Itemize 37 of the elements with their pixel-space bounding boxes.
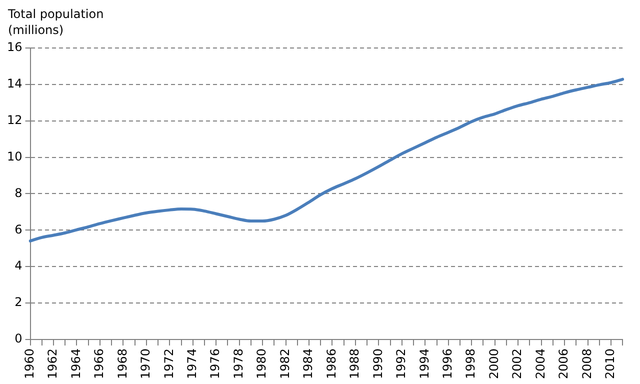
x-tick-label: 1992 bbox=[394, 348, 408, 380]
x-tick-label: 1998 bbox=[464, 348, 478, 380]
y-tick-label: 6 bbox=[14, 222, 22, 236]
x-tick-label: 1972 bbox=[162, 348, 176, 380]
x-tick-label: 1960 bbox=[22, 348, 36, 380]
x-tick-label: 2010 bbox=[603, 348, 618, 380]
x-tick-label: 1986 bbox=[324, 348, 338, 380]
y-tick-label: 16 bbox=[6, 40, 22, 54]
x-tick-label: 2006 bbox=[556, 348, 571, 380]
x-tick-label: 1976 bbox=[208, 348, 222, 380]
x-tick-label: 2008 bbox=[580, 348, 594, 380]
y-tick-label: 10 bbox=[6, 149, 22, 164]
x-tick-label: 2004 bbox=[533, 348, 548, 380]
line-series bbox=[28, 78, 624, 242]
x-tick-label: 1988 bbox=[348, 348, 362, 380]
x-tick-label: 1994 bbox=[417, 348, 432, 380]
y-axis-title: Total population (millions) bbox=[8, 6, 105, 38]
y-tick-label: 8 bbox=[14, 186, 22, 200]
x-tick-label: 1990 bbox=[370, 348, 385, 380]
x-tick-label: 1982 bbox=[278, 348, 292, 380]
x-tick-label: 1962 bbox=[46, 348, 60, 380]
x-tick-label: 1980 bbox=[254, 348, 269, 380]
y-tick-label: 14 bbox=[6, 76, 22, 91]
y-tick-label: 12 bbox=[6, 112, 22, 127]
x-tick-label: 2000 bbox=[486, 348, 501, 380]
y-tick-label: 4 bbox=[14, 258, 22, 273]
x-tick-label: 1966 bbox=[92, 348, 106, 380]
y-tick-label: 0 bbox=[14, 332, 22, 346]
x-tick-label: 1978 bbox=[231, 348, 246, 380]
y-tick-label: 2 bbox=[14, 295, 22, 310]
x-tick-label: 1964 bbox=[68, 348, 83, 380]
x-tick-label: 1970 bbox=[138, 348, 153, 380]
x-tick-label: 1996 bbox=[440, 348, 455, 380]
x-tick-label: 1974 bbox=[184, 348, 199, 380]
x-tick-label: 2002 bbox=[510, 348, 524, 380]
x-tick-label: 1984 bbox=[301, 348, 316, 380]
x-tick-label: 1968 bbox=[115, 348, 130, 380]
